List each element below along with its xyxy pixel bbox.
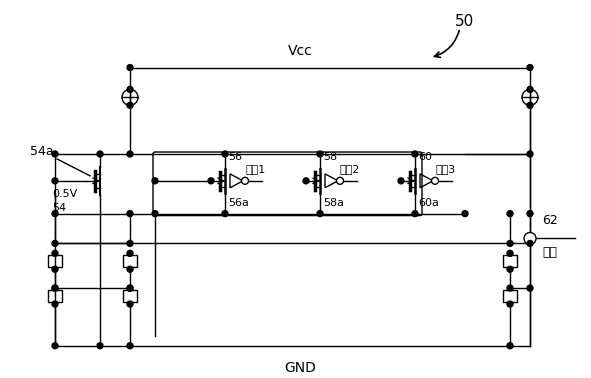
Circle shape: [52, 285, 58, 291]
Circle shape: [127, 266, 133, 272]
Circle shape: [527, 151, 533, 157]
Circle shape: [527, 211, 533, 217]
Circle shape: [127, 285, 133, 291]
Text: 58: 58: [323, 152, 337, 162]
Circle shape: [242, 177, 248, 184]
Circle shape: [127, 151, 133, 157]
Text: Vcc: Vcc: [288, 43, 313, 57]
Circle shape: [127, 250, 133, 256]
Circle shape: [524, 232, 536, 245]
Text: 入力3: 入力3: [435, 164, 455, 174]
Text: 58a: 58a: [323, 198, 344, 208]
Text: 誤差: 誤差: [542, 246, 557, 259]
Circle shape: [127, 285, 133, 291]
Circle shape: [317, 151, 323, 157]
Circle shape: [97, 151, 103, 157]
Circle shape: [398, 178, 404, 184]
Bar: [48, 255, 62, 267]
Circle shape: [507, 301, 513, 307]
Circle shape: [527, 65, 533, 71]
Circle shape: [303, 178, 309, 184]
Circle shape: [507, 285, 513, 291]
Circle shape: [52, 211, 58, 217]
Text: 56: 56: [228, 152, 242, 162]
Circle shape: [222, 211, 228, 217]
Text: 60: 60: [418, 152, 432, 162]
Text: 入力2: 入力2: [340, 164, 361, 174]
Circle shape: [97, 343, 103, 349]
Circle shape: [462, 211, 468, 217]
Circle shape: [127, 343, 133, 349]
Circle shape: [507, 250, 513, 256]
Circle shape: [52, 178, 58, 184]
Circle shape: [527, 285, 533, 291]
Circle shape: [527, 87, 533, 92]
Text: 56a: 56a: [228, 198, 249, 208]
Circle shape: [317, 211, 323, 217]
Circle shape: [336, 177, 343, 184]
Circle shape: [52, 343, 58, 349]
Bar: [503, 290, 517, 302]
Bar: [123, 255, 137, 267]
Text: 0.5V: 0.5V: [52, 189, 77, 199]
Circle shape: [527, 102, 533, 108]
Text: 入力1: 入力1: [245, 164, 265, 174]
Text: 54a: 54a: [30, 144, 54, 158]
Circle shape: [52, 301, 58, 307]
Circle shape: [127, 65, 133, 71]
Circle shape: [152, 178, 158, 184]
Bar: [503, 255, 517, 267]
Circle shape: [52, 285, 58, 291]
Circle shape: [152, 211, 158, 217]
Circle shape: [507, 211, 513, 217]
Circle shape: [127, 211, 133, 217]
Circle shape: [52, 240, 58, 246]
Circle shape: [412, 151, 418, 157]
Circle shape: [431, 177, 439, 184]
Circle shape: [507, 266, 513, 272]
Circle shape: [507, 343, 513, 349]
Circle shape: [127, 102, 133, 108]
Circle shape: [208, 178, 214, 184]
Circle shape: [507, 240, 513, 246]
Text: GND: GND: [284, 361, 316, 375]
Circle shape: [127, 87, 133, 92]
Bar: [48, 290, 62, 302]
Circle shape: [412, 211, 418, 217]
Text: 54: 54: [52, 203, 66, 213]
Circle shape: [52, 151, 58, 157]
Text: 62: 62: [542, 214, 558, 227]
Circle shape: [127, 301, 133, 307]
Circle shape: [52, 250, 58, 256]
Circle shape: [222, 151, 228, 157]
Text: 50: 50: [455, 14, 474, 29]
Circle shape: [52, 266, 58, 272]
Circle shape: [527, 240, 533, 246]
Circle shape: [127, 240, 133, 246]
Bar: [123, 290, 137, 302]
Text: 60a: 60a: [418, 198, 439, 208]
